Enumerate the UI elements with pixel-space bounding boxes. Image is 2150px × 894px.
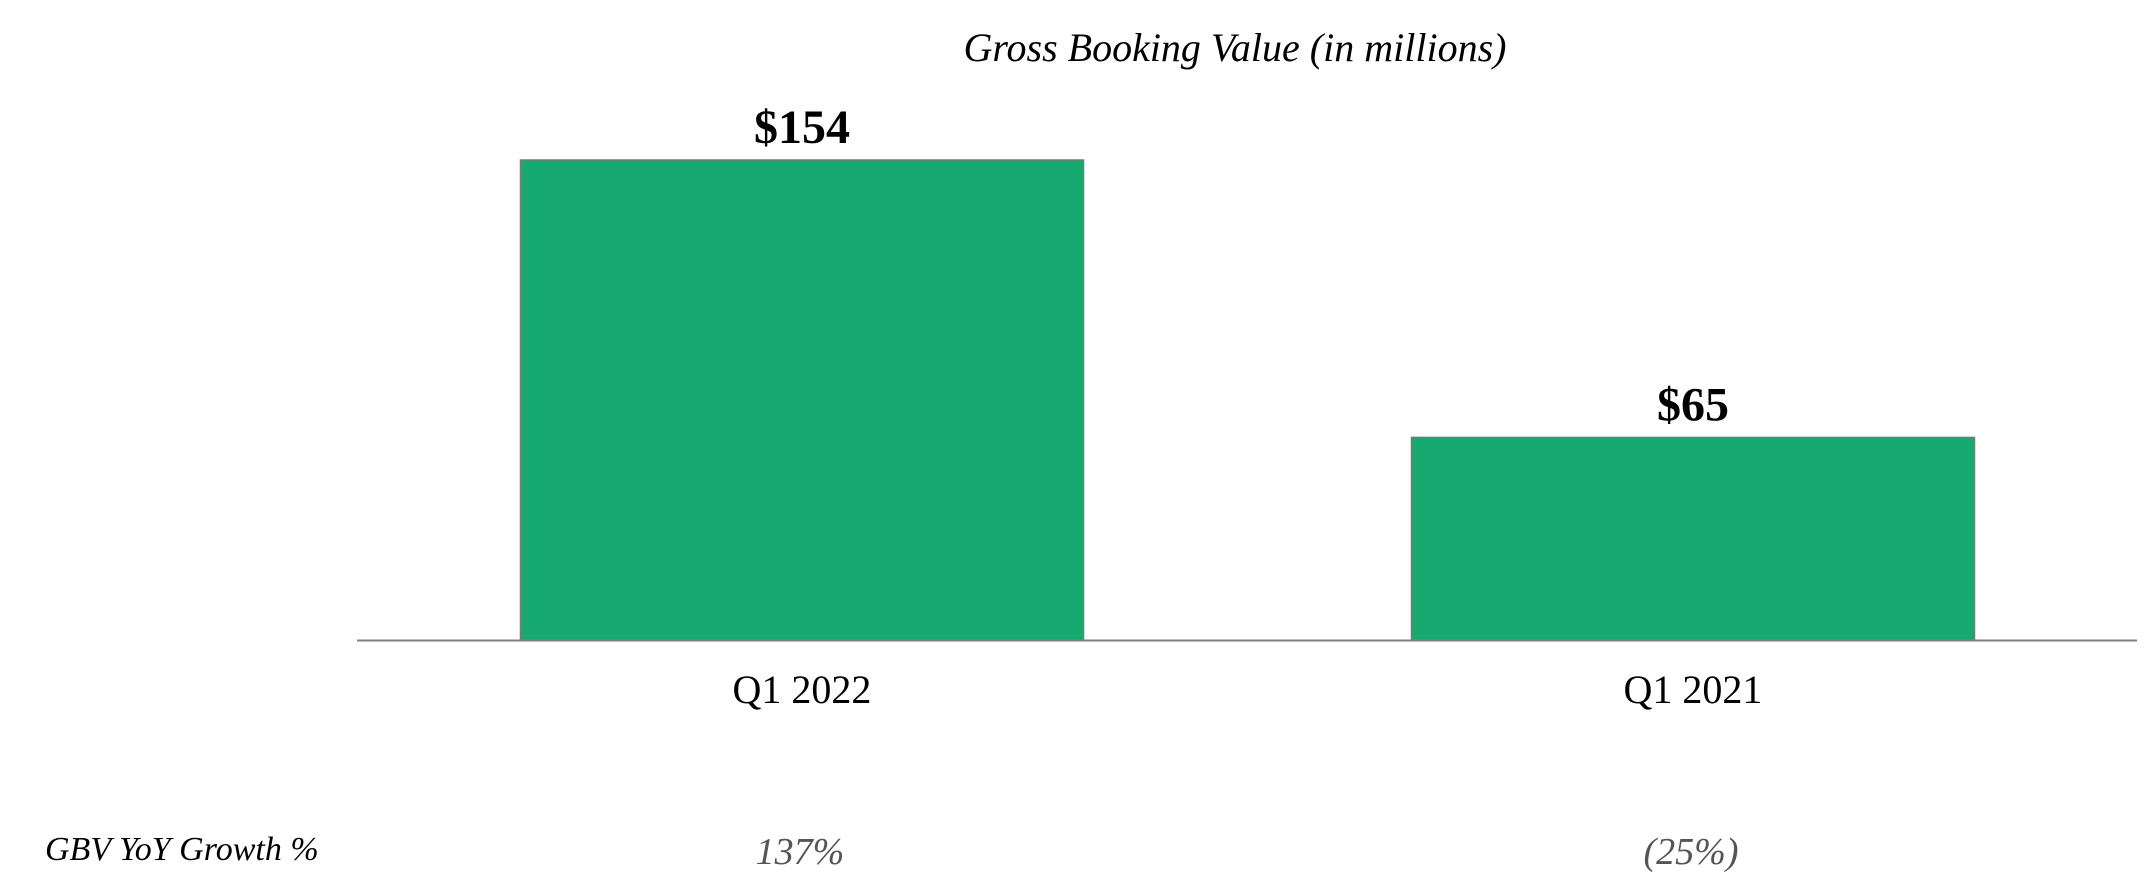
growth-values-layer: 137% (25%) — [756, 831, 1739, 873]
growth-value: 137% — [756, 831, 845, 873]
bar-1 — [519, 159, 1085, 641]
x-tick-label: Q1 2022 — [733, 667, 872, 712]
bar-value-label: $65 — [1657, 378, 1729, 431]
growth-value: (25%) — [1644, 831, 1739, 873]
bar-value-label: $154 — [754, 101, 850, 154]
growth-row-label: GBV YoY Growth % — [45, 831, 319, 868]
x-tick-label: Q1 2021 — [1624, 667, 1763, 712]
chart-title: Gross Booking Value (in millions) — [964, 25, 1507, 70]
bars-layer: $154 Q1 2022 $65 Q1 2021 — [519, 101, 1976, 712]
bar-2 — [1410, 436, 1976, 641]
